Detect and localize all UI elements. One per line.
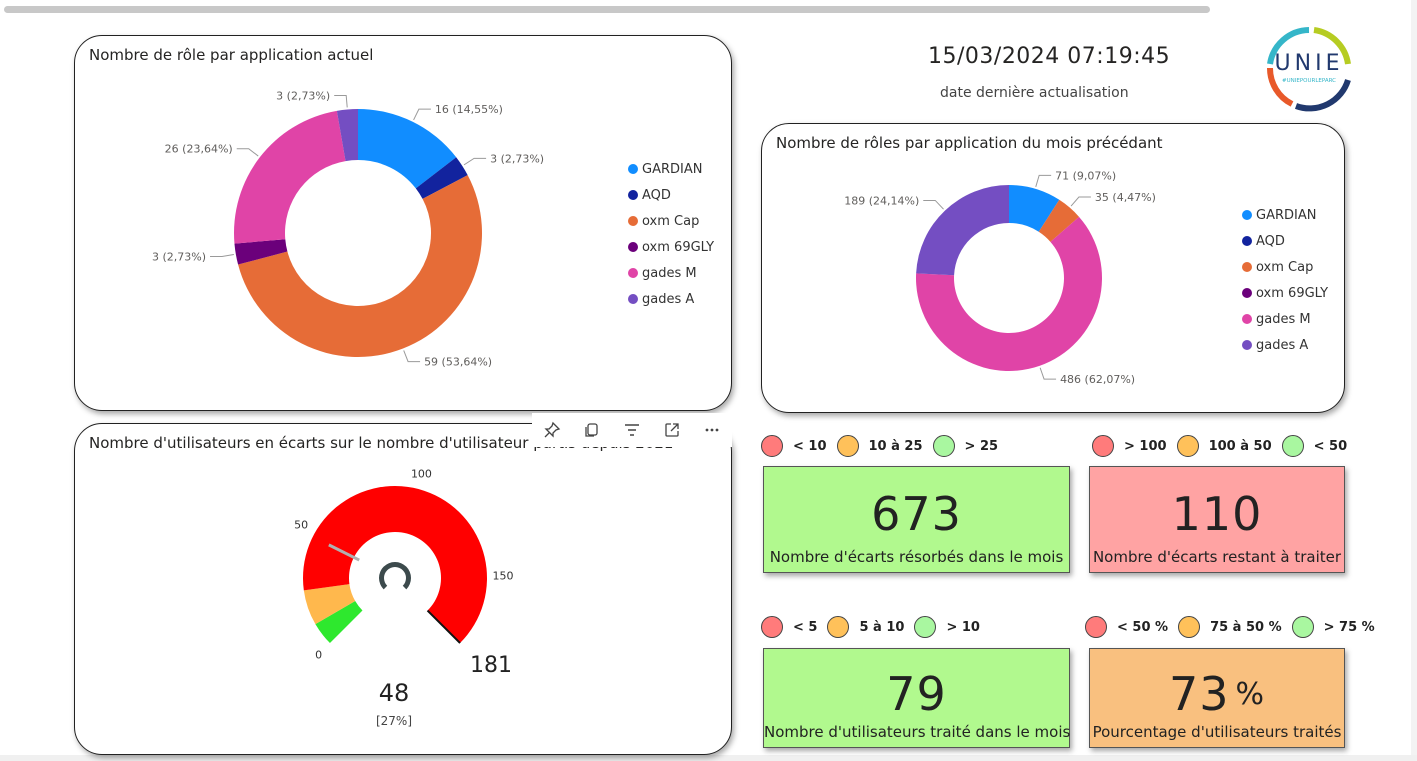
legend-item[interactable]: oxm 69GLY	[1242, 280, 1328, 306]
pin-icon[interactable]	[539, 417, 565, 443]
kpi-card-remaining[interactable]: 110 Nombre d'écarts restant à traiter	[1089, 466, 1345, 573]
kpi-value-number: 73	[1168, 667, 1230, 721]
filter-icon[interactable]	[619, 417, 645, 443]
legend-marker	[1242, 340, 1252, 350]
legend-item[interactable]: AQD	[1242, 228, 1328, 254]
legend-item[interactable]: oxm Cap	[628, 208, 714, 234]
threshold-label: > 75 %	[1323, 619, 1375, 635]
legend-label: gades A	[1256, 337, 1309, 353]
legend-marker	[1242, 236, 1252, 246]
copy-icon[interactable]	[579, 417, 605, 443]
legend-marker	[1242, 262, 1252, 272]
legend-label: oxm 69GLY	[1256, 285, 1329, 301]
kpi-label: Pourcentage d'utilisateurs traités	[1092, 723, 1342, 741]
legend-marker	[628, 242, 638, 252]
legend-item[interactable]: oxm 69GLY	[628, 234, 714, 260]
last-refresh-datetime: 15/03/2024 07:19:45	[928, 44, 1171, 69]
kpi-value-unit: %	[1235, 677, 1266, 712]
threshold-label: 75 à 50 %	[1210, 619, 1282, 635]
threshold-green-dot	[1291, 616, 1314, 638]
legend-current: GARDIAN AQD oxm Cap oxm 69GLY gades M gades A	[628, 156, 714, 312]
legend-marker	[628, 268, 638, 278]
legend-marker	[1242, 288, 1252, 298]
threshold-legend-remaining: > 100 100 à 50 < 50	[1092, 435, 1347, 457]
page-footer-strip	[0, 755, 1417, 761]
kpi-label: Nombre d'écarts résorbés dans le mois	[769, 548, 1064, 566]
kpi-value: 110	[1171, 487, 1263, 541]
kpi-card-users-treated[interactable]: 79 Nombre d'utilisateurs traité dans le …	[763, 648, 1070, 748]
legend-marker	[628, 190, 638, 200]
threshold-label: < 50	[1313, 438, 1348, 454]
threshold-green-dot	[1281, 435, 1304, 457]
unie-logo: UNIE #UNIEPOURLEPARC	[1266, 27, 1351, 112]
threshold-legend-users-treated: < 5 5 à 10 > 10	[761, 616, 980, 638]
logo-tagline: #UNIEPOURLEPARC	[1282, 78, 1336, 84]
scrollbar-thumb[interactable]	[4, 6, 1210, 13]
threshold-label: 5 à 10	[859, 619, 905, 635]
legend-label: GARDIAN	[642, 161, 703, 177]
legend-label: oxm 69GLY	[642, 239, 715, 255]
legend-item[interactable]: gades M	[1242, 306, 1328, 332]
threshold-label: > 25	[964, 438, 999, 454]
kpi-label: Nombre d'utilisateurs traité dans le moi…	[764, 723, 1071, 741]
legend-label: gades M	[1256, 311, 1311, 327]
kpi-card-percent-treated[interactable]: 73% Pourcentage d'utilisateurs traités	[1089, 648, 1345, 748]
threshold-legend-resorbed: < 10 10 à 25 > 25	[761, 435, 998, 457]
threshold-orange-dot	[827, 616, 850, 638]
threshold-red-dot	[761, 616, 783, 638]
threshold-label: < 50 %	[1117, 619, 1169, 635]
threshold-label: < 5	[793, 619, 818, 635]
kpi-card-resorbed[interactable]: 673 Nombre d'écarts résorbés dans le moi…	[763, 466, 1070, 573]
threshold-label: < 10	[793, 438, 827, 454]
threshold-label: 100 à 50	[1208, 438, 1272, 454]
threshold-red-dot	[761, 435, 783, 457]
threshold-orange-dot	[836, 435, 859, 457]
horizontal-scrollbar[interactable]	[0, 0, 1417, 14]
threshold-label: 10 à 25	[868, 438, 923, 454]
legend-previous: GARDIAN AQD oxm Cap oxm 69GLY gades M gades A	[1242, 202, 1328, 358]
legend-item[interactable]: gades M	[628, 260, 714, 286]
kpi-value: 673	[871, 487, 962, 541]
threshold-green-dot	[914, 616, 937, 638]
legend-label: gades M	[642, 265, 697, 281]
chart-title: Nombre de rôle par application actuel	[89, 46, 374, 64]
logo-text: UNIE	[1275, 51, 1344, 76]
threshold-orange-dot	[1178, 616, 1201, 638]
legend-label: gades A	[642, 291, 695, 307]
threshold-red-dot	[1092, 435, 1114, 457]
legend-label: AQD	[1256, 233, 1285, 249]
kpi-value: 79	[886, 667, 947, 721]
gauge-card[interactable]: Nombre d'utilisateurs en écarts sur le n…	[74, 423, 732, 755]
chart-title: Nombre d'utilisateurs en écarts sur le n…	[89, 434, 674, 452]
focus-mode-icon[interactable]	[659, 417, 685, 443]
legend-marker	[1242, 314, 1252, 324]
chart-title: Nombre de rôles par application du mois …	[776, 134, 1163, 152]
last-refresh-label: date dernière actualisation	[940, 85, 1129, 101]
legend-label: oxm Cap	[1256, 259, 1314, 275]
legend-marker	[628, 164, 638, 174]
kpi-value: 73%	[1090, 667, 1344, 721]
legend-item[interactable]: gades A	[628, 286, 714, 312]
legend-marker	[628, 294, 638, 304]
visual-header-toolbar	[532, 413, 732, 447]
threshold-legend-percent: < 50 % 75 à 50 % > 75 %	[1085, 616, 1375, 638]
legend-marker	[628, 216, 638, 226]
legend-marker	[1242, 210, 1252, 220]
threshold-label: > 10	[946, 619, 980, 635]
legend-item[interactable]: GARDIAN	[628, 156, 714, 182]
threshold-orange-dot	[1176, 435, 1199, 457]
legend-item[interactable]: GARDIAN	[1242, 202, 1328, 228]
legend-item[interactable]: oxm Cap	[1242, 254, 1328, 280]
legend-item[interactable]: AQD	[628, 182, 714, 208]
legend-label: oxm Cap	[642, 213, 700, 229]
legend-label: GARDIAN	[1256, 207, 1317, 223]
kpi-label: Nombre d'écarts restant à traiter	[1092, 548, 1342, 566]
legend-label: AQD	[642, 187, 671, 203]
page-edge	[1411, 0, 1417, 761]
threshold-label: > 100	[1124, 438, 1167, 454]
threshold-red-dot	[1085, 616, 1107, 638]
threshold-green-dot	[932, 435, 955, 457]
more-options-icon[interactable]	[699, 417, 725, 443]
legend-item[interactable]: gades A	[1242, 332, 1328, 358]
